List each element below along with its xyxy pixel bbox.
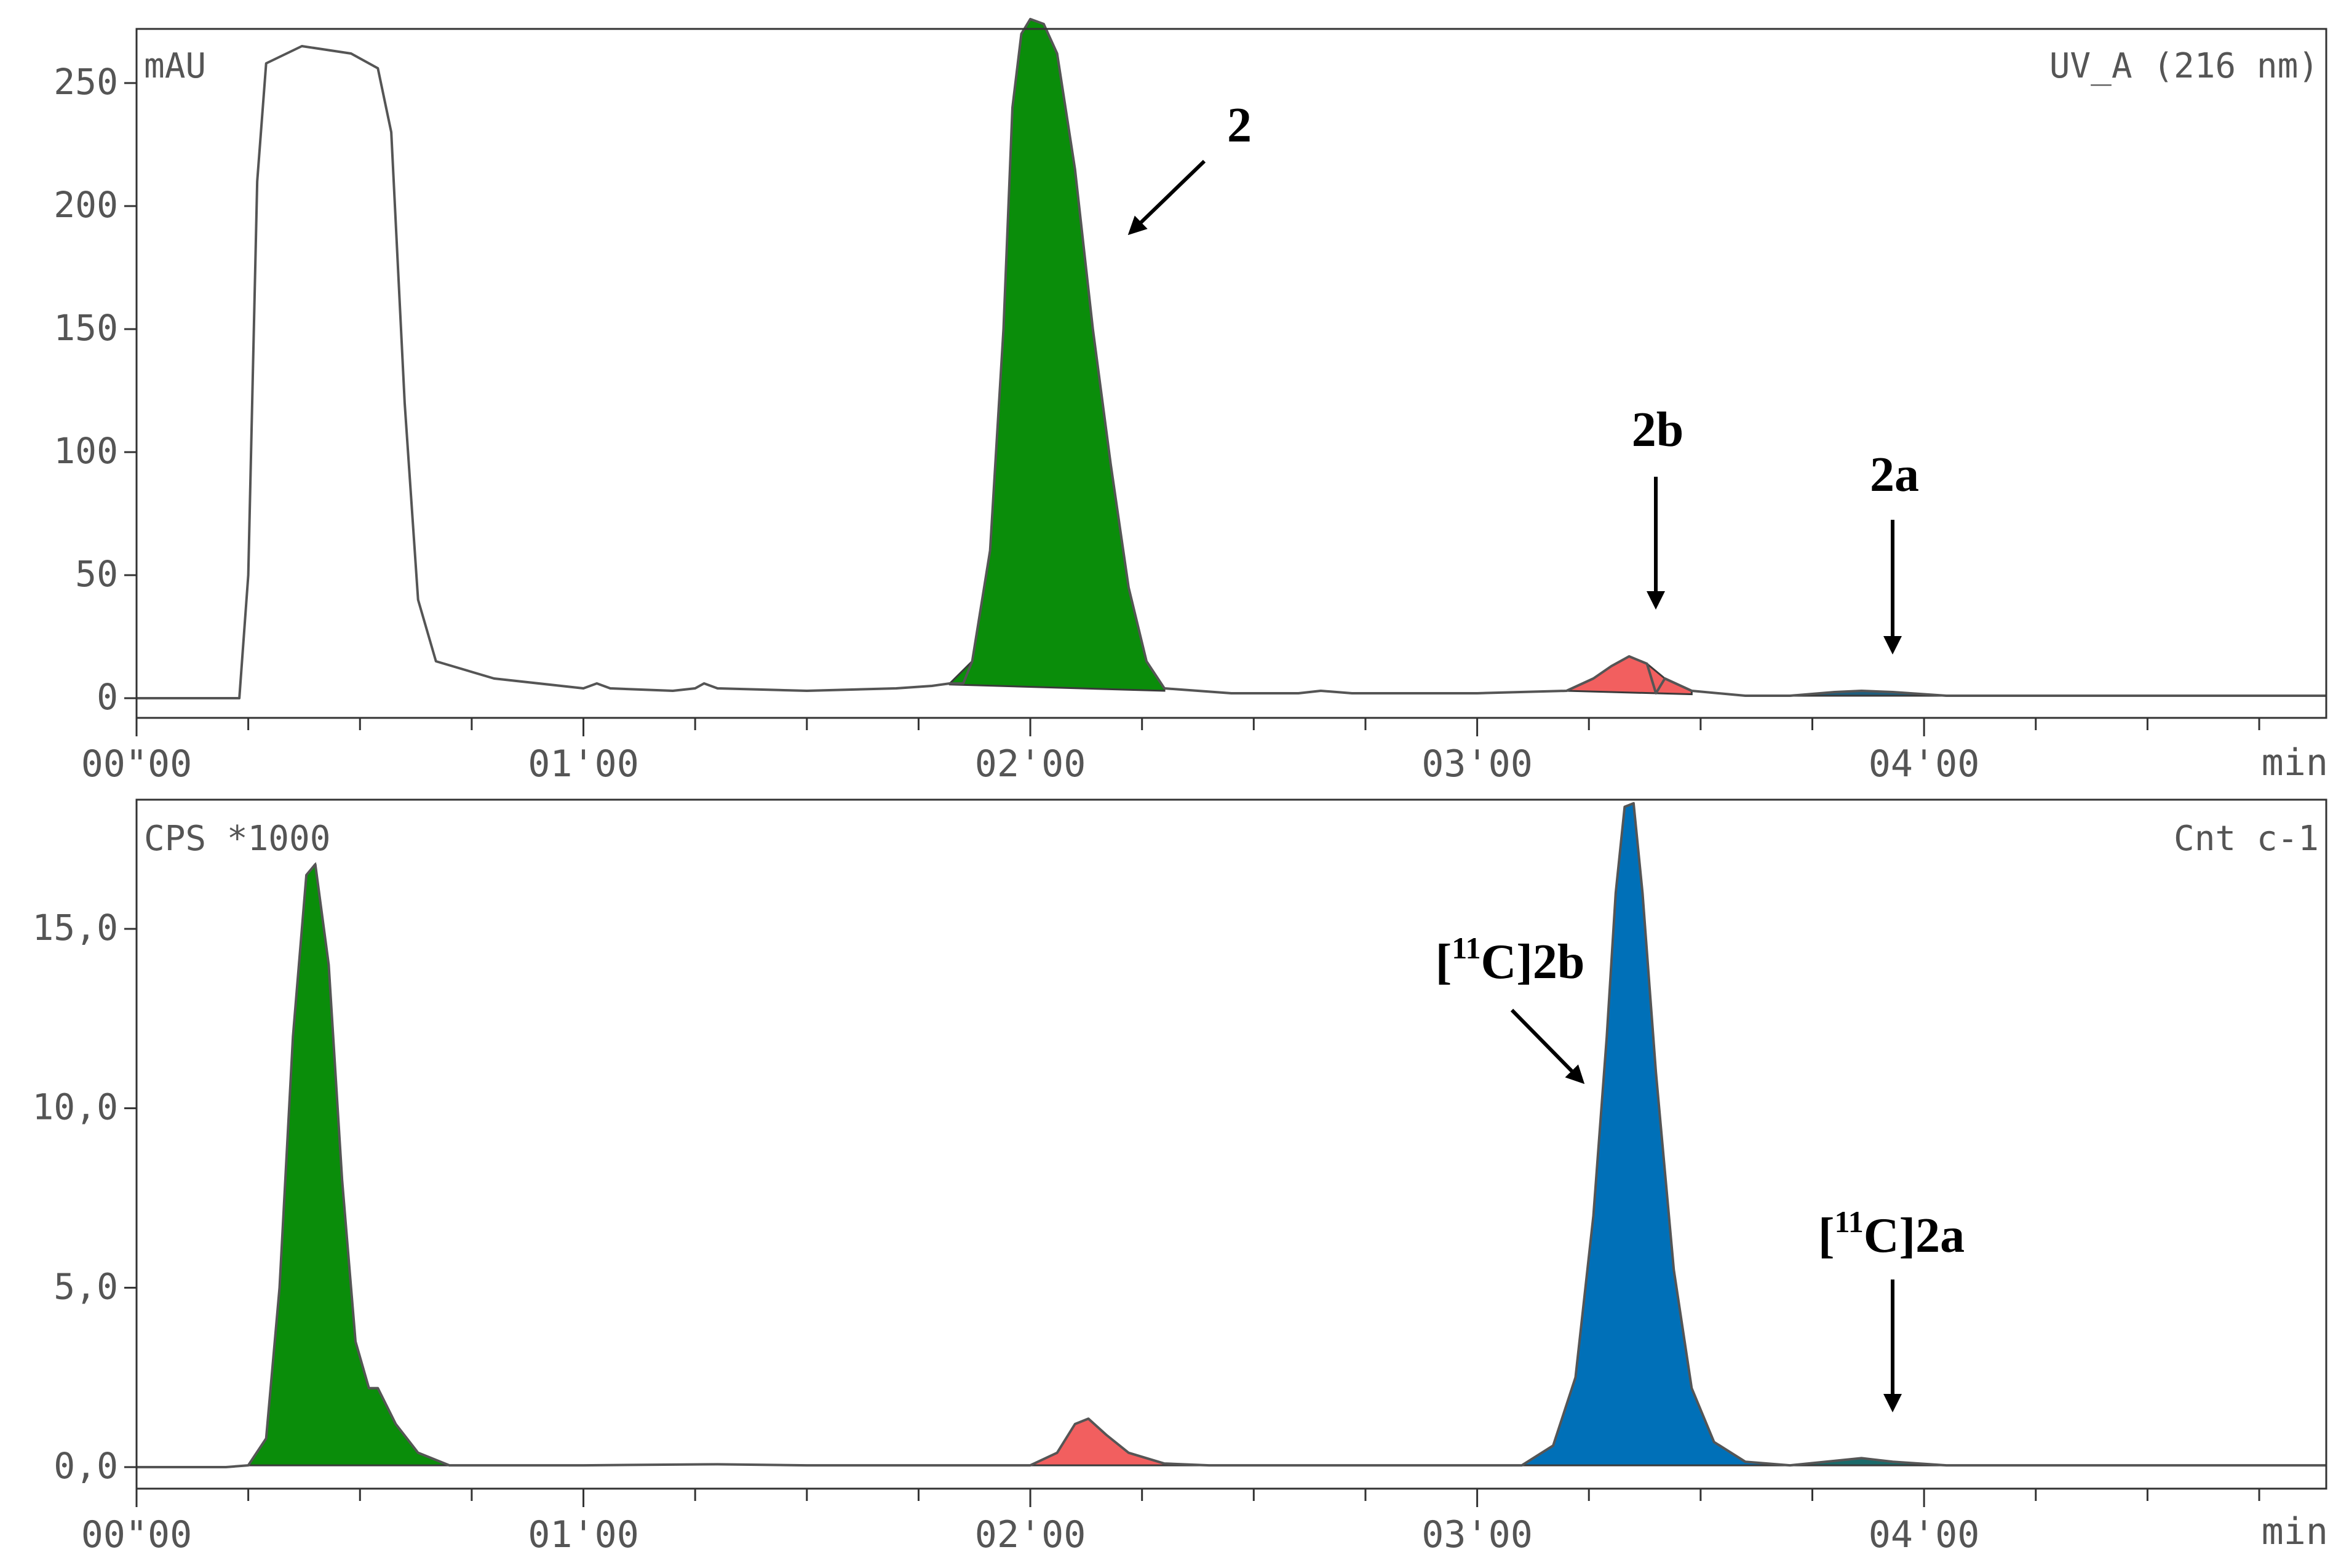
uv-x-tick-label-2: 02'00 [975, 742, 1086, 786]
uv-trace-line [137, 18, 2326, 699]
radio-peak-area-1 [1030, 1417, 1209, 1467]
annotation-11c-2a-text: C]2a [1864, 1209, 1965, 1263]
radio-x-axis-unit: min [2262, 1510, 2328, 1553]
uv-unit-label: mAU [144, 46, 206, 86]
arrow-peak-11c-2b [1510, 1008, 1585, 1084]
uv-x-tick-label-0: 00"00 [81, 742, 193, 786]
radio-x-tick-label-0: 00"00 [81, 1513, 193, 1556]
uv-peak-area-0 [948, 18, 1166, 692]
annotation-11c-2a-superscript: 11 [1834, 1204, 1863, 1239]
uv-channel-label: UV_A (216 nm) [2049, 46, 2319, 86]
uv-x-tick-label-1: 01'00 [528, 742, 639, 786]
radio-x-tick-label-1: 01'00 [528, 1513, 639, 1556]
radio-x-tick-label-3: 03'00 [1421, 1513, 1533, 1556]
annotation-11c-2a-prefix: [ [1818, 1209, 1835, 1263]
uv-y-tick-label-3: 150 [54, 307, 118, 349]
annotation-peak-2b: 2b [1632, 403, 1684, 457]
radio-x-tick-label-4: 04'00 [1869, 1513, 1980, 1556]
radio-plot-frame [135, 798, 2327, 1490]
uv-x-tick-label-3: 03'00 [1421, 742, 1533, 786]
radio-peak-area-2 [1519, 802, 1791, 1467]
uv-plot-frame [135, 28, 2327, 719]
annotation-11c-2b-text: C]2b [1481, 935, 1584, 989]
uv-y-tick-label-4: 200 [54, 184, 118, 226]
uv-chromatogram-panel: 0 50 100 150 200 250 00"00 01'00 02'00 03'00 04'00… [54, 18, 2328, 786]
annotation-11c-2b-superscript: 11 [1452, 931, 1481, 965]
uv-peak-areas [948, 18, 1947, 697]
radio-channel-label: Cnt c-1 [2174, 819, 2319, 859]
radio-peak-area-0 [246, 862, 450, 1467]
radio-x-tick-label-2: 02'00 [975, 1513, 1086, 1556]
radio-y-tick-label-3: 15,0 [32, 907, 118, 949]
radio-unit-label: CPS *1000 [144, 819, 330, 859]
annotation-peak-11c-2a: [11C]2a [1818, 1204, 1965, 1263]
annotation-peak-2a: 2a [1870, 448, 1919, 502]
uv-x-tick-label-4: 04'00 [1869, 742, 1980, 786]
radio-peak-areas [246, 802, 1947, 1467]
uv-axis-ticks: 0 50 100 150 200 250 00"00 01'00 02'00 03'00 04'00 [54, 61, 2260, 786]
uv-y-tick-label-1: 50 [75, 553, 118, 595]
annotation-peak-11c-2b: [11C]2b [1436, 931, 1585, 989]
uv-y-tick-label-0: 0 [97, 676, 118, 718]
uv-y-tick-label-5: 250 [54, 61, 118, 103]
uv-y-tick-label-2: 100 [54, 430, 118, 472]
radio-chromatogram-panel: 0,05,010,015,000"00 01'00 02'00 03'00 04'00 … [32, 798, 2328, 1556]
radio-y-tick-label-1: 5,0 [54, 1265, 118, 1307]
annotation-11c-2b-prefix: [ [1436, 935, 1452, 989]
arrow-peak-2 [1127, 159, 1206, 236]
radio-trace-line [137, 802, 2326, 1468]
uv-peak-area-1 [1566, 655, 1693, 696]
radio-axis-ticks: 0,0 5,0 10,0 15,0 00"00 01'00 02'00 03'00 04'00 [32, 907, 2260, 1556]
radio-y-tick-label-0: 0,0 [54, 1445, 118, 1487]
uv-x-axis-unit: min [2262, 741, 2328, 784]
annotation-peak-2: 2 [1227, 98, 1252, 153]
radio-y-tick-label-2: 10,0 [32, 1086, 118, 1128]
